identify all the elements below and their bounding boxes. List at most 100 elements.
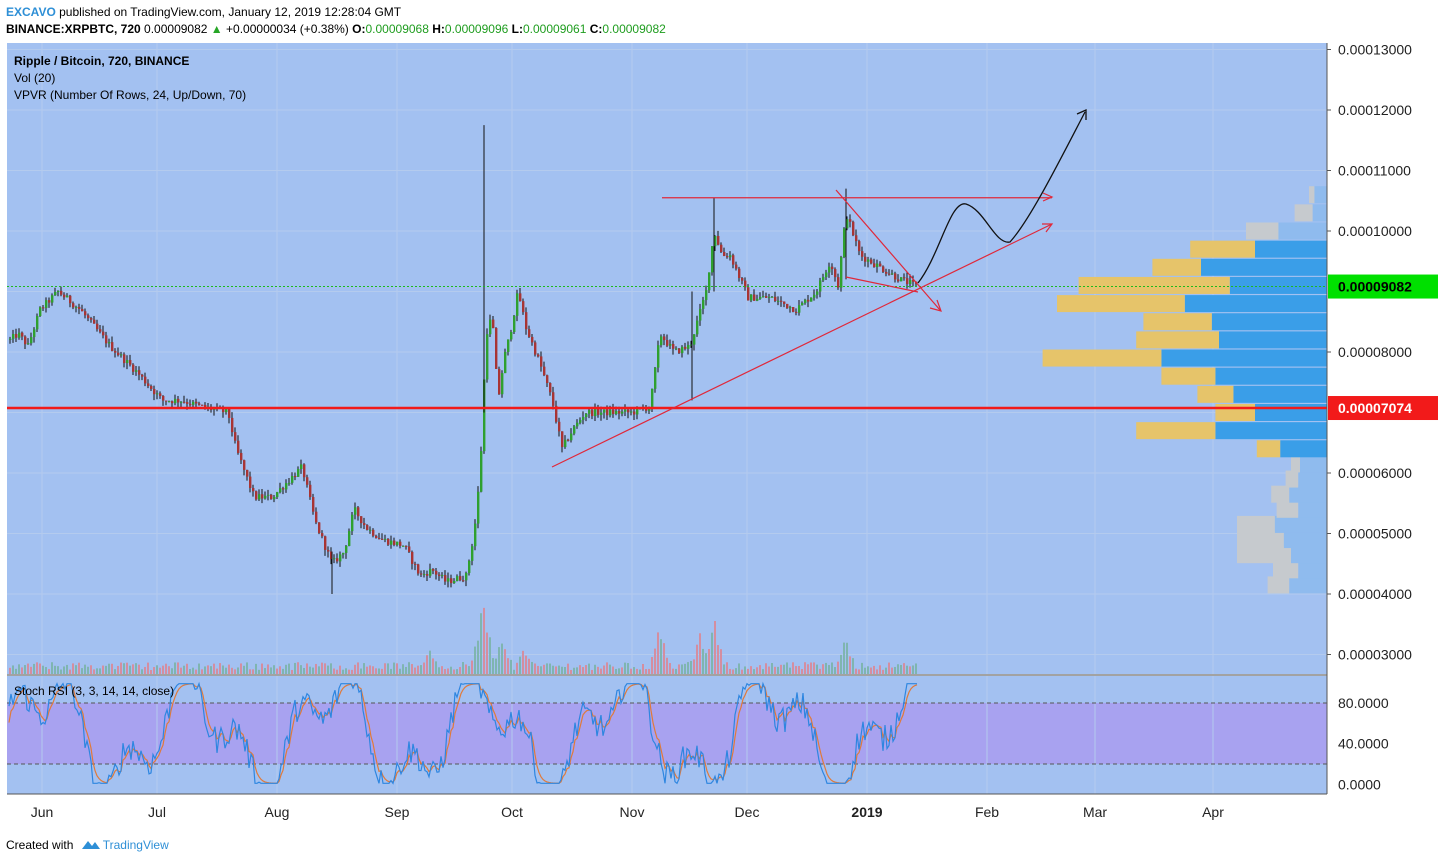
volume-bar [507,658,509,674]
volume-bar [27,663,29,674]
volume-bar [282,668,284,674]
volume-bar [594,664,596,674]
vp-row-up [1219,331,1327,349]
vp-row-up [1300,455,1327,473]
candle-body [9,338,12,340]
candle-body [189,403,192,405]
author-link[interactable]: EXCAVO [6,5,56,19]
candle-body [339,554,342,562]
volume-bar [78,662,80,674]
candle-body [12,334,15,339]
stoch-rsi-lines [8,681,918,785]
volume-bar [237,667,239,674]
candle-body [393,540,396,545]
volume-bar [651,657,653,674]
candle-body [675,348,678,350]
volume-bar [600,668,602,674]
volume-bar [96,668,98,674]
candle-body [525,312,528,330]
candle-body [510,331,513,340]
volume-bar [672,668,674,674]
volume-bar [840,654,842,674]
volume-bar [213,663,215,674]
candle-body [669,344,672,346]
volume-bar [627,663,629,674]
vp-row-down [1291,455,1300,473]
candle-body [537,354,540,357]
price-tick-label: 0.00003000 [1338,647,1412,663]
candle-body [552,392,555,406]
candle-body [261,494,264,499]
candle-body [366,525,369,530]
candle-body [792,307,795,312]
candle-body [774,296,777,302]
candle-body [891,273,894,275]
drawings [7,108,1327,468]
candle-body [657,345,660,368]
volume-bar [240,663,242,674]
candle-body [321,533,324,537]
stoch-tick-label: 40.0000 [1338,736,1389,752]
candle-body [813,294,816,298]
candle-body [336,558,339,562]
vp-row-up [1283,531,1327,549]
volume-bar [366,666,368,674]
tradingview-link[interactable]: TradingView [102,838,169,852]
volume-bar [750,666,752,674]
open-label: O: [352,22,366,36]
candle-body [72,303,75,308]
vp-row-up [1280,440,1327,458]
volume-bar [861,662,863,674]
volume-bar [558,665,560,674]
candle-body [360,516,363,524]
volume-bar [438,667,440,674]
volume-bar [399,668,401,674]
candle-body [864,256,867,262]
candle-body [57,290,60,293]
volume-bar [894,666,896,674]
volume-bar [390,668,392,674]
volume-bar [732,669,734,674]
candle-body [759,296,762,299]
volume-bar [756,667,758,674]
volume-bar [873,665,875,674]
volume-bar [234,669,236,674]
candle-body [561,431,564,448]
candle-body [45,300,48,308]
time-tick-label: Jun [31,804,54,820]
tradingview-logo-icon [81,841,100,849]
volume-bar [18,664,20,674]
candle-body [285,483,288,490]
volume-bar [912,665,914,674]
candle-body [570,433,573,441]
volume-bar [849,656,851,674]
high-value: 0.00009096 [444,22,509,36]
candle-body [633,411,636,415]
candle-body [36,316,39,330]
volume-bar [177,662,179,674]
volume-bar [522,650,524,674]
volume-bar [132,664,134,674]
volume-bar [222,665,224,674]
candle-body [111,342,114,351]
legend-main: Ripple / Bitcoin, 720, BINANCE [14,54,189,68]
vp-row-up [1184,295,1327,313]
volume-bar [543,664,545,674]
candle-body [183,401,186,403]
volume-bar [567,663,569,674]
candle-body [531,336,534,343]
vp-row-down [1267,576,1290,594]
volume-bar [273,665,275,674]
candle-body [627,409,630,413]
vp-row-up [1201,258,1327,276]
volume-bar [777,666,779,674]
volume-bar [306,663,308,674]
volume-bar [762,669,764,674]
volume-bar [291,669,293,674]
volume-bar [378,668,380,674]
vp-row-up [1298,561,1327,579]
volume-bar [837,661,839,674]
candle-body [348,531,351,546]
vp-row-down [1276,500,1299,518]
